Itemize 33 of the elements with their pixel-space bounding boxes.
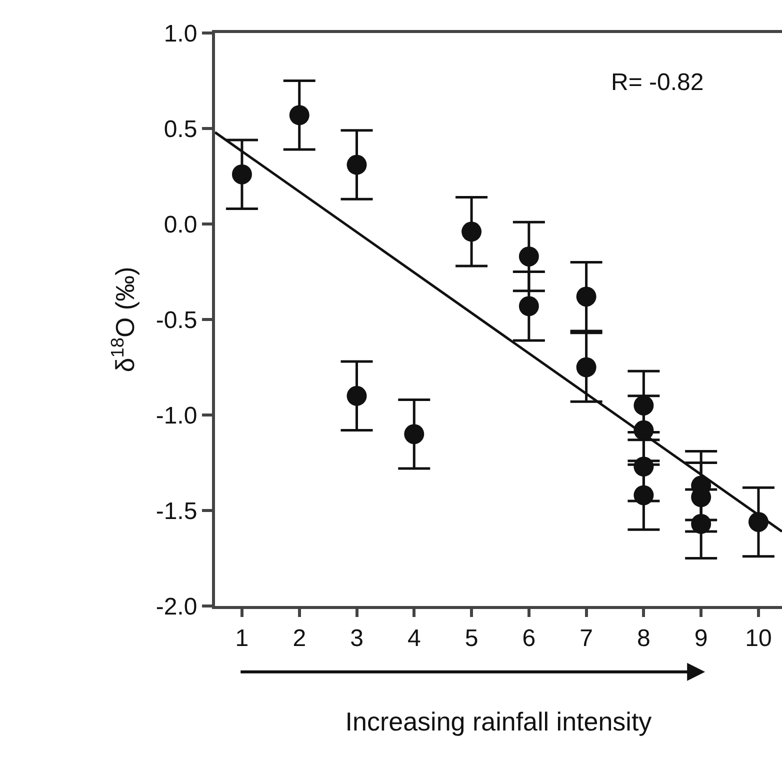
x-tick-label: 10 [745,624,772,652]
y-tick-label: -1.5 [156,498,198,525]
point [634,485,654,506]
point [232,164,252,184]
point [289,105,310,126]
point [576,357,596,378]
point [346,386,367,406]
y-tick-label: -1.0 [156,402,198,430]
y-tick-label: 0.5 [164,116,198,143]
x-tick-label: 3 [350,624,364,652]
x-tick-label: 5 [464,624,478,652]
x-tick-label: 6 [522,624,536,652]
x-tick-label: 9 [694,624,708,652]
point [346,154,367,175]
x-tick-label: 2 [292,624,306,652]
x-tick-label: 4 [407,624,421,652]
point [462,222,482,242]
point [634,456,654,477]
x-tick-label: 1 [235,624,249,652]
y-tick-label: -0.5 [156,306,198,334]
point [404,424,424,444]
x-axis-title: Increasing rainfall intensity [345,706,652,736]
point [518,296,539,316]
x-tick-label: 8 [637,624,650,652]
y-tick-label: 1.0 [164,20,198,48]
point [634,395,654,416]
point [518,246,539,266]
annotation: R= -0.82 [611,69,704,96]
point [576,286,596,307]
y-tick-label: 0.0 [164,211,198,238]
x-tick-label: 7 [580,624,593,652]
point [691,514,712,534]
y-tick-label: -2.0 [156,593,198,620]
